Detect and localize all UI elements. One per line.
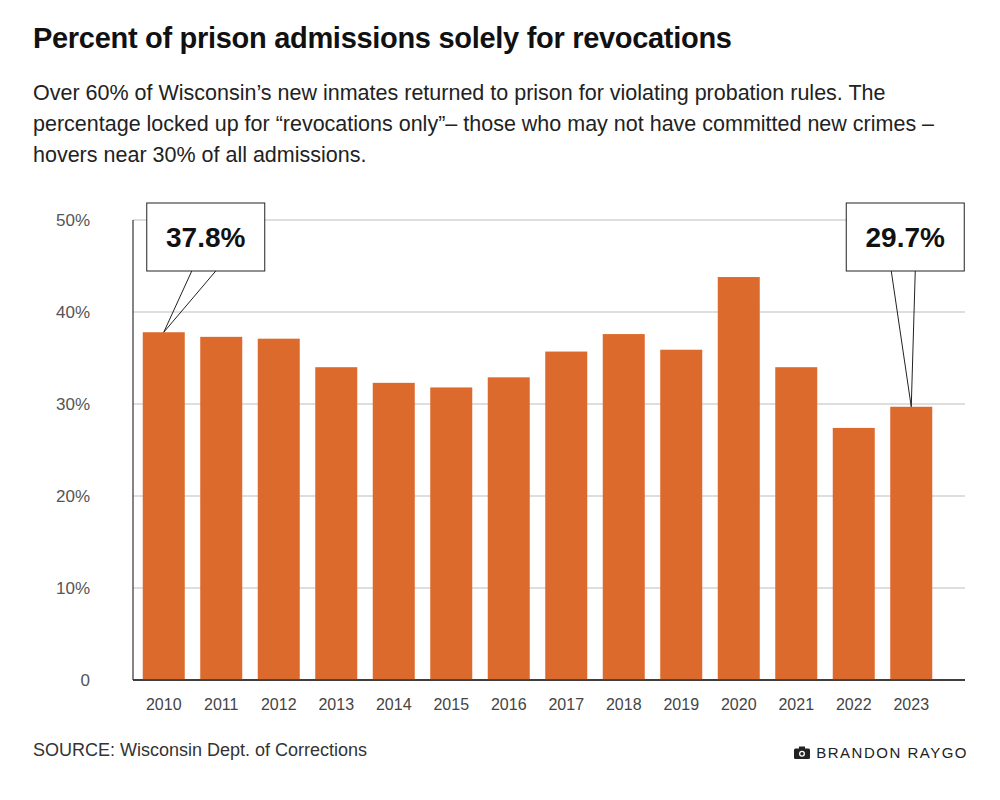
credit: BRANDON RAYGO	[794, 744, 968, 761]
x-tick-label: 2017	[548, 696, 584, 713]
x-tick-label: 2020	[721, 696, 757, 713]
x-tick-label: 2015	[433, 696, 469, 713]
x-tick-label: 2021	[778, 696, 814, 713]
subtitle: Over 60% of Wisconsin’s new inmates retu…	[33, 78, 983, 171]
bar	[890, 407, 932, 680]
x-tick-label: 2023	[893, 696, 929, 713]
x-tick-label: 2012	[261, 696, 297, 713]
x-tick-label: 2019	[663, 696, 699, 713]
callout-box	[846, 203, 964, 271]
camera-icon	[794, 746, 810, 759]
callout-leader	[911, 271, 915, 407]
y-tick-label: 10%	[56, 579, 90, 598]
callout-box	[147, 203, 265, 271]
callout-leader	[164, 271, 192, 332]
bar	[833, 428, 875, 680]
y-tick-label: 30%	[56, 395, 90, 414]
x-tick-label: 2011	[204, 696, 239, 713]
y-tick-label: 0	[81, 671, 90, 690]
y-axis-line	[132, 220, 133, 680]
x-axis-line	[133, 679, 965, 681]
bar	[373, 383, 415, 680]
x-tick-label: 2010	[146, 696, 182, 713]
x-tick-label: 2018	[606, 696, 642, 713]
y-tick-label: 20%	[56, 487, 90, 506]
bar	[143, 332, 185, 680]
camera-top	[799, 747, 805, 750]
bar	[775, 367, 817, 680]
chart: 0 10% 20% 30% 40% 50% 2010 2011 2012 2013 2014 2015…	[0, 0, 1000, 800]
camera-lens-inner	[801, 752, 804, 755]
bar	[258, 339, 300, 680]
data-label: 29.7%	[866, 222, 945, 253]
bars	[143, 277, 933, 680]
x-tick-label: 2022	[836, 696, 872, 713]
bar	[315, 367, 357, 680]
y-tick-label: 40%	[56, 303, 90, 322]
callout-leader	[164, 271, 216, 332]
x-tick-label: 2013	[318, 696, 354, 713]
data-label: 37.8%	[166, 222, 245, 253]
credit-text: BRANDON RAYGO	[816, 744, 968, 761]
camera-body	[794, 749, 810, 760]
y-tick-label: 50%	[56, 211, 90, 230]
grid-line	[133, 679, 965, 681]
bar	[545, 352, 587, 680]
bar	[603, 334, 645, 680]
source: SOURCE: Wisconsin Dept. of Corrections	[33, 740, 367, 761]
bar	[488, 377, 530, 680]
grid-line	[133, 312, 965, 313]
bar	[430, 387, 472, 680]
title: Percent of prison admissions solely for …	[33, 22, 732, 55]
x-tick-label: 2016	[491, 696, 527, 713]
callout-leader	[891, 271, 911, 407]
x-tick-label: 2014	[376, 696, 412, 713]
bar	[718, 277, 760, 680]
camera-lens	[799, 751, 805, 757]
bar	[200, 337, 242, 680]
bar	[660, 350, 702, 680]
